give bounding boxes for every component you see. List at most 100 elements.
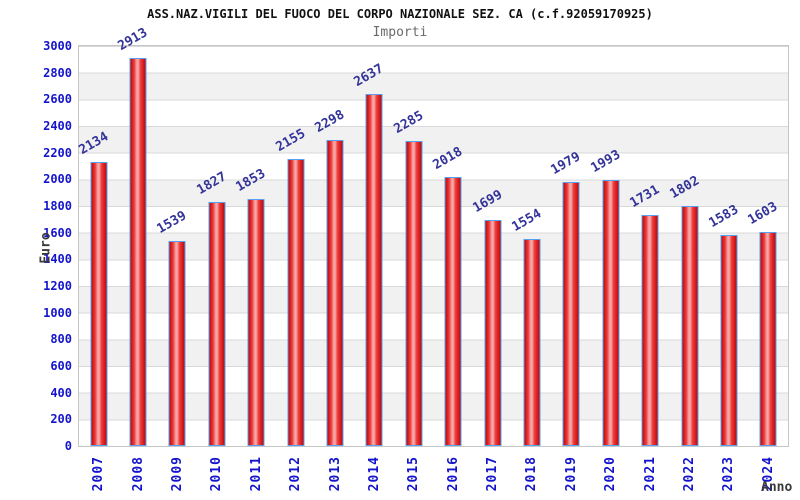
- x-tick-2012: 2012: [276, 449, 315, 499]
- bar-value-label: 2298: [312, 106, 348, 136]
- bar-value-label: 2018: [430, 144, 466, 173]
- x-tick-label-text: 2018: [524, 456, 540, 492]
- bar-value-label: 1583: [706, 202, 742, 231]
- x-tick-2009: 2009: [158, 449, 197, 499]
- x-tick-labels: 2007 2008 2009 2010 2011 2012 2013 2014 2015 2016…: [79, 449, 788, 499]
- y-tick-1000: 1000: [43, 305, 72, 320]
- bar-slots: 2134 2913 1539 1827 1853 2155 2298 2637 2285 2018…: [76, 25, 788, 446]
- x-tick-label-text: 2016: [445, 456, 461, 492]
- x-tick-2019: 2019: [552, 449, 591, 499]
- x-tick-2007: 2007: [79, 449, 118, 499]
- chart-subtitle: Importi: [372, 25, 428, 40]
- y-tick-2200: 2200: [43, 145, 72, 160]
- bar-slot-2019: 1979: [548, 46, 591, 446]
- bar-2024: [759, 232, 777, 446]
- bar-2018: [523, 238, 541, 446]
- bar-slot-2008: 2913: [116, 25, 157, 446]
- y-tick-1200: 1200: [43, 279, 72, 293]
- bar-2017: [484, 219, 502, 446]
- bar-slot-2020: 1993: [588, 46, 630, 446]
- bar-value-label: 1699: [470, 186, 505, 216]
- bar-value-label: 1853: [233, 166, 269, 195]
- x-tick-2022: 2022: [670, 449, 709, 499]
- bar-value-label: 1979: [548, 149, 584, 179]
- bar-slot-2009: 1539: [154, 46, 197, 446]
- x-tick-label-text: 2008: [130, 456, 146, 492]
- bar-slot-2017: 1699: [470, 46, 512, 446]
- x-tick-label-text: 2014: [366, 456, 382, 492]
- x-tick-2010: 2010: [197, 449, 236, 499]
- bar-slot-2011: 1853: [233, 46, 276, 446]
- y-tick-800: 800: [50, 332, 72, 347]
- x-tick-label-text: 2021: [642, 456, 658, 492]
- bar-2020: [602, 180, 620, 446]
- x-axis-title: Anno: [761, 480, 793, 495]
- x-tick-2014: 2014: [355, 449, 394, 499]
- y-tick-3000: 3000: [43, 39, 72, 53]
- x-tick-label-text: 2023: [721, 456, 737, 492]
- bar-value-label: 1993: [588, 147, 623, 177]
- bar-slot-2024: 1603: [745, 46, 788, 446]
- x-tick-label-text: 2019: [563, 456, 579, 492]
- bar-value-label: 2637: [351, 61, 387, 91]
- plot-area: 2134 2913 1539 1827 1853 2155 2298 2637 2285 2018…: [76, 25, 789, 447]
- y-tick-1800: 1800: [43, 199, 72, 213]
- x-tick-label-text: 2017: [485, 456, 501, 492]
- bar-value-label: 1827: [194, 169, 229, 199]
- y-tick-2800: 2800: [43, 65, 72, 80]
- bar-value-label: 1539: [154, 208, 190, 237]
- bar-value-label: 2285: [391, 108, 426, 138]
- bar-2013: [326, 139, 344, 446]
- x-tick-2021: 2021: [630, 449, 669, 499]
- x-tick-2013: 2013: [315, 449, 354, 499]
- bar-value-label: 2155: [273, 126, 308, 155]
- bar-slot-2018: 1554: [509, 46, 551, 446]
- x-tick-label-text: 2013: [327, 456, 343, 492]
- bar-2019: [562, 182, 580, 446]
- bar-2007: [90, 161, 108, 446]
- bar-2023: [720, 234, 738, 446]
- bar-slot-2013: 2298: [312, 46, 354, 446]
- bar-2016: [444, 176, 462, 446]
- y-tick-600: 600: [50, 359, 72, 373]
- x-tick-2016: 2016: [434, 449, 473, 499]
- bar-2022: [681, 205, 699, 446]
- x-tick-2011: 2011: [237, 449, 276, 499]
- bar-slot-2014: 2637: [351, 46, 394, 446]
- x-tick-label-text: 2007: [91, 456, 107, 492]
- y-tick-200: 200: [50, 412, 72, 427]
- y-tick-1400: 1400: [43, 252, 72, 267]
- bar-2010: [208, 202, 226, 446]
- x-tick-label-text: 2010: [209, 456, 225, 492]
- y-tick-1600: 1600: [43, 225, 72, 240]
- bar-value-label: 1603: [745, 199, 781, 229]
- x-tick-label-text: 2009: [169, 456, 185, 492]
- y-tick-400: 400: [50, 385, 72, 400]
- bar-slot-2012: 2155: [273, 46, 315, 446]
- bar-slot-2023: 1583: [706, 46, 748, 446]
- bar-value-label: 2134: [76, 128, 111, 158]
- bar-2011: [247, 198, 265, 446]
- bar-slot-2015: 2285: [391, 46, 433, 446]
- bar-slot-2021: 1731: [628, 46, 669, 446]
- y-tick-2400: 2400: [43, 119, 72, 133]
- x-tick-label-text: 2012: [288, 456, 304, 492]
- bar-value-label: 1554: [509, 206, 545, 235]
- chart-title: ASS.NAZ.VIGILI DEL FUOCO DEL CORPO NAZIO…: [147, 7, 653, 21]
- x-tick-2018: 2018: [512, 449, 551, 499]
- y-tick-0: 0: [64, 439, 72, 453]
- x-tick-label-text: 2022: [682, 456, 698, 492]
- bar-2014: [365, 94, 383, 446]
- bar-2015: [405, 141, 423, 446]
- bar-slot-2016: 2018: [430, 46, 473, 446]
- x-tick-2023: 2023: [709, 449, 748, 499]
- y-tick-2000: 2000: [43, 172, 72, 187]
- bar-slot-2007: 2134: [76, 46, 118, 446]
- bar-2009: [168, 240, 186, 446]
- bar-2021: [641, 215, 659, 446]
- bar-value-label: 1802: [667, 173, 702, 202]
- y-tick-2600: 2600: [43, 92, 72, 107]
- x-tick-label-text: 2015: [406, 456, 422, 492]
- y-axis-title: Euro: [38, 232, 54, 264]
